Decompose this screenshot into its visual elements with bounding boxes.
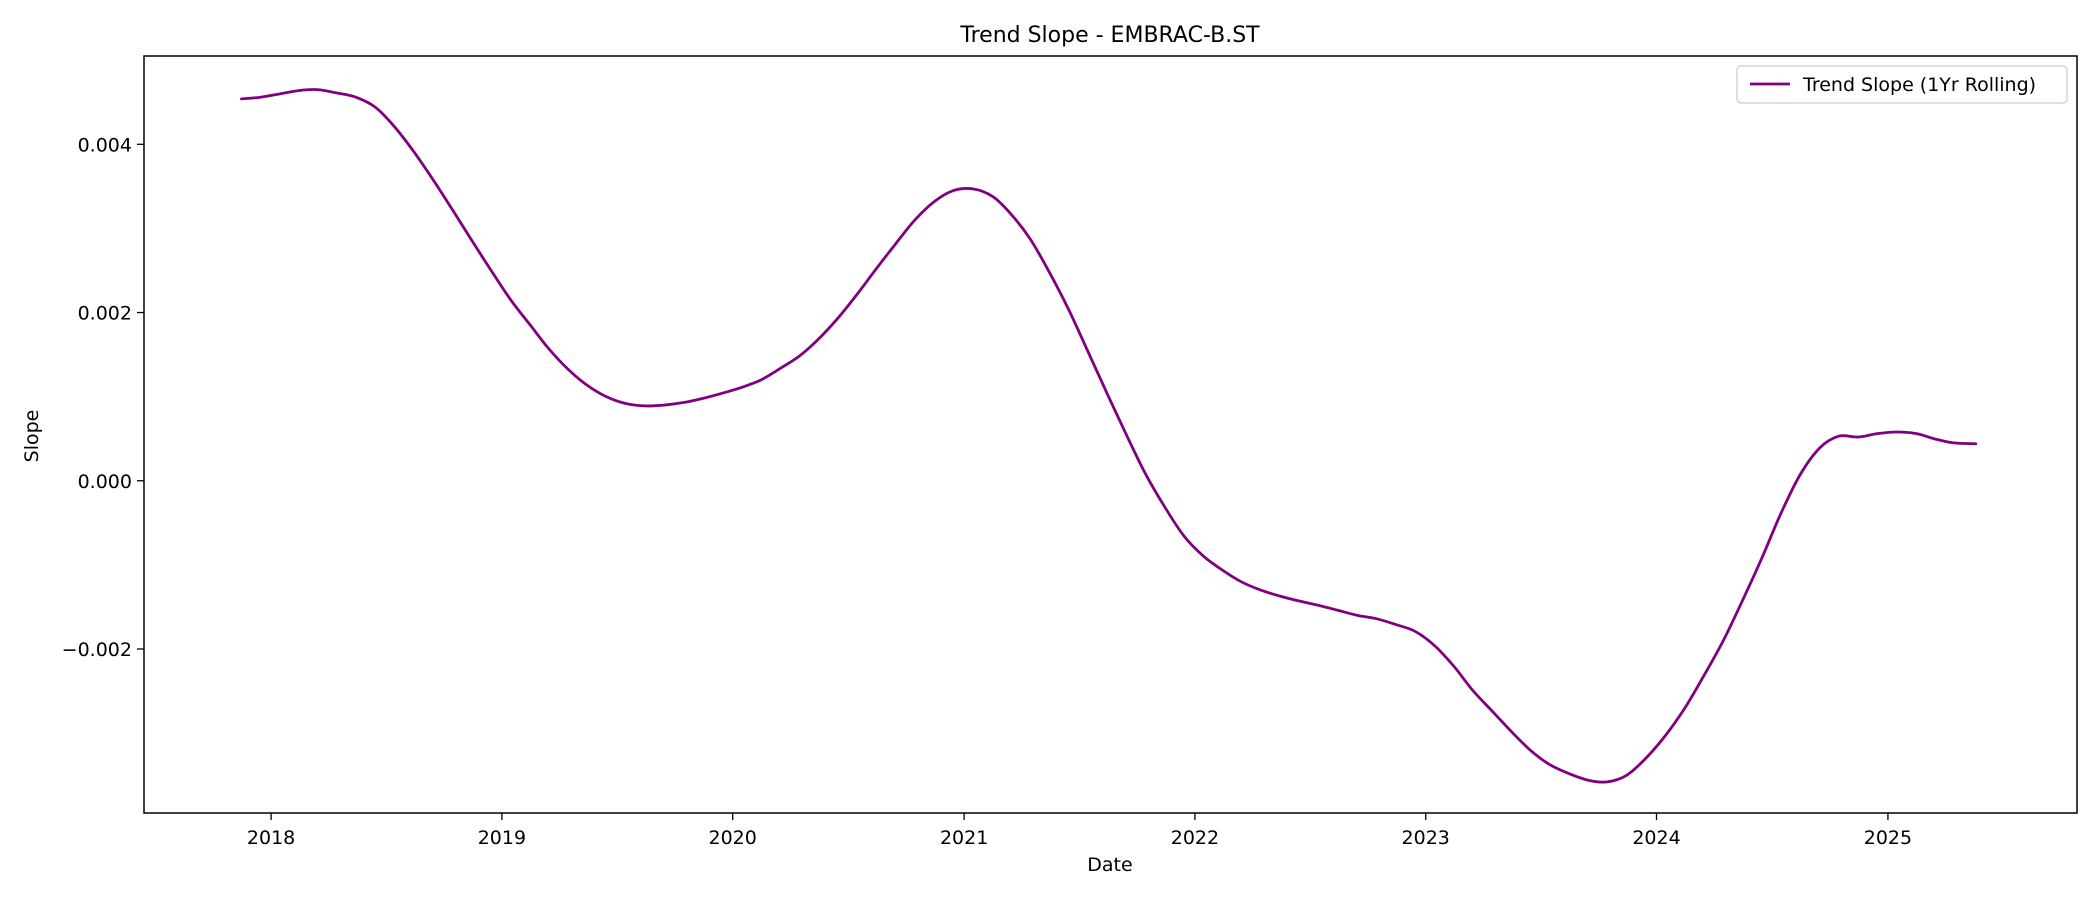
x-axis-ticks: 2018 2019 2020 2021 2022 2023 2024 2025: [247, 813, 1912, 849]
plot-frame: [143, 55, 2078, 814]
x-tick-label: 2024: [1632, 827, 1680, 849]
legend-label-trend-slope: Trend Slope (1Yr Rolling): [1802, 74, 2036, 96]
x-tick-label: 2022: [1171, 827, 1219, 849]
x-tick-label: 2019: [478, 827, 526, 849]
legend: Trend Slope (1Yr Rolling): [1736, 65, 2068, 104]
y-tick-label: 0.000: [78, 471, 132, 493]
chart-title: Trend Slope - EMBRAC-B.ST: [959, 23, 1260, 48]
x-tick-label: 2020: [709, 827, 757, 849]
y-tick-label: 0.004: [78, 134, 132, 156]
series-layer: [239, 88, 1978, 784]
legend-box: [1736, 65, 2068, 104]
x-tick-label: 2025: [1864, 827, 1912, 849]
y-axis-ticks: −0.002 0.000 0.002 0.004: [62, 134, 144, 661]
x-tick-label: 2021: [940, 827, 988, 849]
series-line-trend-slope: [239, 88, 1978, 784]
y-tick-label: 0.002: [78, 303, 132, 325]
y-tick-label: −0.002: [62, 639, 132, 661]
x-axis-label: Date: [1087, 854, 1132, 876]
x-tick-label: 2018: [247, 827, 295, 849]
x-tick-label: 2023: [1402, 827, 1450, 849]
y-axis-label: Slope: [21, 410, 43, 463]
